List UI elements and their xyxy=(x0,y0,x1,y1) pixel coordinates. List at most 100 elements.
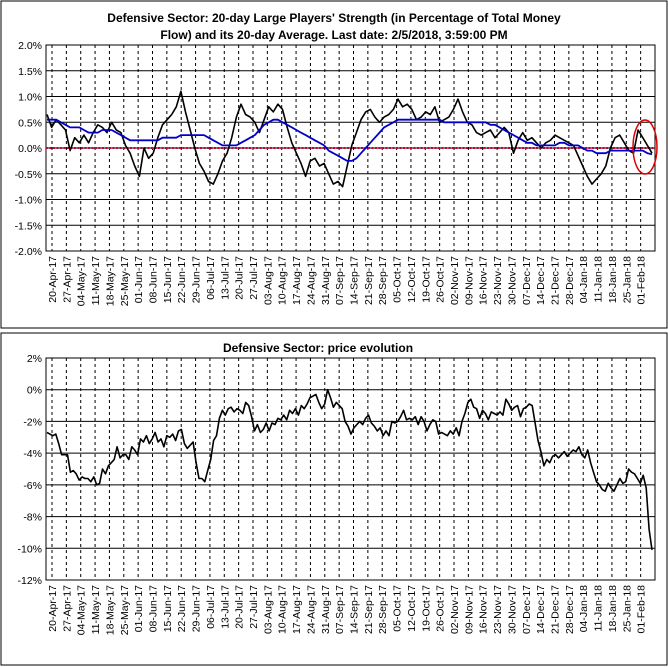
bottom-x-tick-label: 26-Oct-17 xyxy=(435,585,447,632)
bottom-chart-frame xyxy=(0,332,668,666)
top-x-tick-label: 25-Jan-18 xyxy=(621,256,633,303)
bottom-x-tick-label: 21-Dec-17 xyxy=(550,585,562,634)
top-x-tick-label: 07-Sep-17 xyxy=(334,256,346,305)
bottom-y-tick-label: 0% xyxy=(27,385,42,397)
bottom-y-tick-label: -4% xyxy=(23,448,42,460)
top-y-tick-label: 1.5% xyxy=(18,66,42,78)
top-x-tick-label: 21-Sep-17 xyxy=(363,256,375,305)
top-x-tick-label: 28-Sep-17 xyxy=(377,256,389,305)
top-x-tick-label: 31-Aug-17 xyxy=(320,256,332,305)
top-series-average xyxy=(47,118,653,162)
top-y-tick-label: 0.5% xyxy=(18,117,42,129)
bottom-x-tick-label: 27-Apr-17 xyxy=(61,585,73,632)
top-x-tick-label: 27-Jul-17 xyxy=(248,256,260,300)
bottom-x-tick-label: 11-May-17 xyxy=(90,585,102,635)
top-y-tick-label: -0.5% xyxy=(15,169,42,181)
bottom-x-tick-label: 07-Sep-17 xyxy=(334,585,346,634)
top-x-tick-label: 26-Oct-17 xyxy=(435,256,447,303)
top-plot-area: 2.0% 1.5% 1.0% 0.5% 0.0% -0.5% -1.0% -1.5% -2.0%… xyxy=(15,40,658,306)
top-x-tick-label: 10-Aug-17 xyxy=(277,256,289,305)
bottom-x-tick-label: 16-Nov-17 xyxy=(478,585,490,634)
bottom-y-tick-label: -10% xyxy=(17,543,42,555)
top-x-tick-label: 28-Dec-17 xyxy=(564,256,576,305)
bottom-y-tick-label: -2% xyxy=(23,416,42,428)
bottom-x-tick-label: 20-Jul-17 xyxy=(234,585,246,629)
bottom-x-tick-label: 20-Apr-17 xyxy=(47,585,59,632)
bottom-x-tick-label: 05-Oct-17 xyxy=(392,585,404,632)
top-x-tick-label: 17-Aug-17 xyxy=(291,256,303,305)
top-x-tick-label: 22-Jun-17 xyxy=(176,256,188,303)
bottom-x-tick-label: 09-Nov-17 xyxy=(463,585,475,634)
bottom-x-tick-label: 03-Aug-17 xyxy=(262,585,274,634)
bottom-x-tick-label: 22-Jun-17 xyxy=(176,585,188,632)
bottom-x-tick-label: 31-Aug-17 xyxy=(320,585,332,634)
bottom-plot-area: 2% 0% -2% -4% -6% -8% -10% -12% 20-Apr-17 27-Apr-… xyxy=(17,353,656,635)
bottom-y-tick-label: -8% xyxy=(23,512,42,524)
top-x-tick-label: 19-Oct-17 xyxy=(420,256,432,303)
bottom-y-tick-label: -12% xyxy=(17,575,42,587)
top-y-tick-label: -1.5% xyxy=(15,220,42,232)
bottom-x-tick-label: 15-Jun-17 xyxy=(162,585,174,632)
bottom-x-tick-label: 17-Aug-17 xyxy=(291,585,303,634)
top-x-tick-label: 25-May-17 xyxy=(119,256,131,306)
top-x-tick-label: 04-May-17 xyxy=(76,256,88,306)
bottom-x-tick-label: 01-Jun-17 xyxy=(133,585,145,632)
bottom-y-tick-label: 2% xyxy=(27,353,42,365)
bottom-x-tick-label: 01-Feb-18 xyxy=(636,585,648,634)
bottom-x-tick-label: 28-Sep-17 xyxy=(377,585,389,634)
bottom-x-tick-label: 21-Sep-17 xyxy=(363,585,375,634)
top-x-tick-label: 09-Nov-17 xyxy=(463,256,475,305)
top-x-tick-label: 05-Oct-17 xyxy=(392,256,404,303)
top-series-strength xyxy=(46,90,653,188)
bottom-x-tick-label: 07-Dec-17 xyxy=(521,585,533,634)
top-x-tick-label: 13-Jul-17 xyxy=(219,256,231,300)
top-x-tick-label: 29-Jun-17 xyxy=(191,256,203,303)
top-x-tick-label: 21-Dec-17 xyxy=(550,256,562,305)
top-chart-title-line2: Flow) and its 20-day Average. Last date:… xyxy=(160,28,507,42)
top-x-tick-label: 11-Jan-18 xyxy=(593,256,605,303)
top-x-tick-label: 16-Nov-17 xyxy=(478,256,490,305)
bottom-x-tick-label: 10-Aug-17 xyxy=(277,585,289,634)
top-x-tick-label: 08-Jun-17 xyxy=(148,256,160,303)
bottom-x-tick-label: 29-Jun-17 xyxy=(191,585,203,632)
bottom-x-tick-label: 04-Jan-18 xyxy=(578,585,590,632)
top-x-tick-label: 24-Aug-17 xyxy=(305,256,317,305)
top-x-tick-label: 07-Dec-17 xyxy=(521,256,533,305)
top-chart-title-line1: Defensive Sector: 20-day Large Players' … xyxy=(107,11,561,25)
top-y-tick-label: -1.0% xyxy=(15,195,42,207)
bottom-x-tick-label: 25-May-17 xyxy=(119,585,131,635)
top-x-tick-label: 18-Jan-18 xyxy=(607,256,619,303)
bottom-x-tick-label: 12-Oct-17 xyxy=(406,585,418,632)
bottom-x-tick-label: 18-May-17 xyxy=(104,585,116,635)
top-x-tick-label: 04-Jan-18 xyxy=(578,256,590,303)
top-y-tick-label: 0.0% xyxy=(18,143,42,155)
bottom-x-tick-label: 24-Aug-17 xyxy=(305,585,317,634)
top-x-tick-label: 03-Aug-17 xyxy=(262,256,274,305)
bottom-x-tick-label: 08-Jun-17 xyxy=(148,585,160,632)
top-x-tick-label: 01-Jun-17 xyxy=(133,256,145,303)
bottom-x-tick-label: 04-May-17 xyxy=(76,585,88,635)
bottom-y-tick-label: -6% xyxy=(23,480,42,492)
top-x-tick-label: 06-Jul-17 xyxy=(205,256,217,300)
top-x-tick-label: 30-Nov-17 xyxy=(506,256,518,305)
bottom-x-tick-label: 19-Oct-17 xyxy=(420,585,432,632)
top-y-tick-label: -2.0% xyxy=(15,246,42,258)
bottom-x-tick-label: 13-Jul-17 xyxy=(219,585,231,629)
bottom-x-tick-label: 14-Dec-17 xyxy=(535,585,547,634)
bottom-x-tick-label: 25-Jan-18 xyxy=(621,585,633,632)
top-x-tick-label: 02-Nov-17 xyxy=(449,256,461,305)
bottom-x-tick-label: 30-Nov-17 xyxy=(506,585,518,634)
bottom-chart-title: Defensive Sector: price evolution xyxy=(223,341,413,355)
top-y-tick-label: 2.0% xyxy=(18,40,42,52)
top-y-tick-label: 1.0% xyxy=(18,92,42,104)
top-x-tick-label: 18-May-17 xyxy=(104,256,116,306)
top-x-tick-label: 15-Jun-17 xyxy=(162,256,174,303)
top-x-tick-label: 14-Dec-17 xyxy=(535,256,547,305)
top-chart-frame xyxy=(0,0,668,329)
bottom-x-tick-label: 27-Jul-17 xyxy=(248,585,260,629)
bottom-series-price xyxy=(46,388,653,551)
bottom-x-tick-label: 02-Nov-17 xyxy=(449,585,461,634)
top-x-tick-label: 01-Feb-18 xyxy=(636,256,648,305)
top-x-tick-label: 23-Nov-17 xyxy=(492,256,504,305)
